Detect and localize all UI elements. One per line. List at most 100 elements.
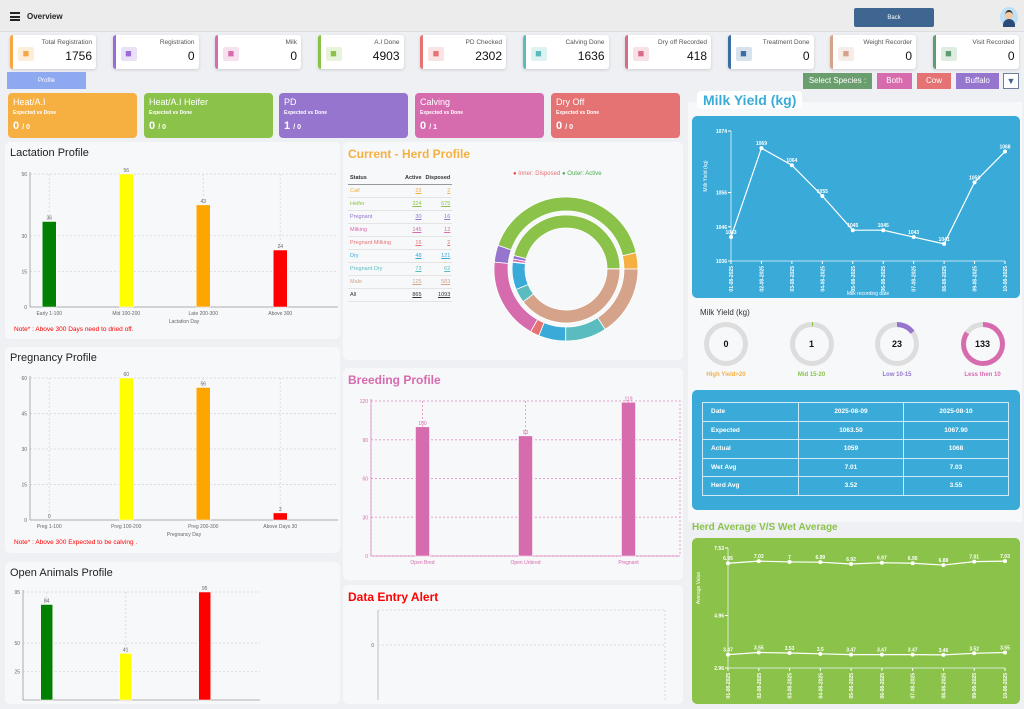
active-link[interactable]: 145 — [403, 224, 424, 237]
total-active[interactable]: 865 — [403, 289, 424, 302]
disposed-link[interactable]: 675 — [424, 198, 453, 211]
series-line — [728, 653, 1005, 655]
y-tick-label: 60 — [21, 376, 27, 382]
data-entry-chart: 0 — [343, 605, 683, 700]
data-label: 3.55 — [754, 646, 764, 652]
data-label: 36 — [46, 216, 52, 222]
y-tick-label: 2.96 — [714, 666, 724, 672]
back-button[interactable]: Back — [854, 8, 934, 27]
table-cell: 1068 — [903, 440, 1008, 459]
disposed-link[interactable]: 583 — [424, 276, 453, 289]
table-cell: Actual — [703, 440, 799, 459]
cow-icon: ■ — [633, 47, 649, 61]
stat-value: 2302 — [475, 49, 502, 63]
total-disposed[interactable]: 1093 — [424, 289, 453, 302]
disposed-link[interactable]: 12 — [424, 224, 453, 237]
species-buffalo-button[interactable]: Buffalo — [956, 73, 999, 89]
active-link[interactable]: 73 — [403, 263, 424, 276]
legend-dot-icon: ● — [562, 171, 566, 177]
bar-above-300[interactable] — [273, 250, 287, 307]
table-cell: 3.55 — [903, 477, 1008, 496]
bar-0[interactable] — [41, 605, 53, 700]
bar-2[interactable] — [199, 592, 211, 700]
active-slice-dry[interactable] — [539, 323, 566, 341]
bar-mid-100-200[interactable] — [119, 174, 133, 307]
expected-value: 0 — [556, 120, 562, 132]
legend-outer: Outer: Active — [567, 171, 601, 177]
bar-open-bred[interactable] — [416, 427, 430, 556]
filter-icon[interactable]: ▼ — [1003, 73, 1019, 89]
gauge-value: 23 — [880, 327, 914, 361]
data-label: 24 — [277, 244, 283, 250]
bar-late-200-300[interactable] — [196, 205, 210, 307]
card-value: 0 / 1 — [420, 120, 539, 132]
bar-preg-200-300[interactable] — [196, 387, 210, 520]
select-species-label: Select Species : — [803, 73, 872, 89]
active-link[interactable]: 125 — [403, 276, 424, 289]
data-label: 6.97 — [877, 556, 887, 562]
series-line — [731, 148, 1005, 244]
active-link[interactable]: 16 — [403, 237, 424, 250]
y-tick-label: 30 — [21, 234, 27, 240]
bar-preg-100-200[interactable] — [119, 378, 133, 520]
bar-open-unbred[interactable] — [519, 436, 533, 556]
card-title: PD — [284, 97, 403, 107]
data-label: 3.47 — [877, 648, 887, 654]
species-cow-button[interactable]: Cow — [917, 73, 951, 89]
y-tick-label: 95 — [14, 590, 20, 596]
y-tick-label: 0 — [371, 643, 374, 649]
data-label: 6.99 — [815, 555, 825, 561]
data-label: 1055 — [817, 189, 828, 195]
table-cell: 2025-08-10 — [903, 403, 1008, 422]
profile-button[interactable]: Profile — [7, 72, 86, 89]
disposed-link[interactable]: 62 — [424, 263, 453, 276]
bar-above-days-30[interactable] — [273, 513, 287, 520]
bar-early-1-100[interactable] — [42, 222, 56, 308]
active-link[interactable]: 324 — [403, 198, 424, 211]
disposed-link[interactable]: 2 — [424, 185, 453, 198]
milk-yield-title: Milk Yield (kg) — [697, 91, 802, 109]
disposed-link[interactable]: 121 — [424, 250, 453, 263]
data-label: 7.01 — [969, 555, 979, 561]
bar-1[interactable] — [120, 653, 132, 700]
active-link[interactable]: 30 — [403, 211, 424, 224]
stat-value: 418 — [687, 49, 707, 63]
data-label: 1069 — [756, 141, 767, 147]
x-tick-label: 05-08-2025 — [851, 266, 857, 292]
disposed-link[interactable]: 2 — [424, 237, 453, 250]
data-label: 7.03 — [754, 554, 764, 560]
species-both-button[interactable]: Both — [877, 73, 912, 89]
bar-pregnant[interactable] — [622, 402, 636, 556]
user-avatar[interactable] — [1000, 7, 1018, 27]
table-cell: 2025-08-09 — [798, 403, 903, 422]
cow-ai-icon: ■ — [326, 47, 342, 61]
disposed-link[interactable]: 16 — [424, 211, 453, 224]
active-link[interactable]: 48 — [403, 250, 424, 263]
stat-value: 0 — [1008, 49, 1015, 63]
card-subtitle: Expected vs Done — [149, 110, 268, 116]
hamburger-menu-icon[interactable] — [10, 12, 20, 21]
active-link[interactable]: 29 — [403, 185, 424, 198]
